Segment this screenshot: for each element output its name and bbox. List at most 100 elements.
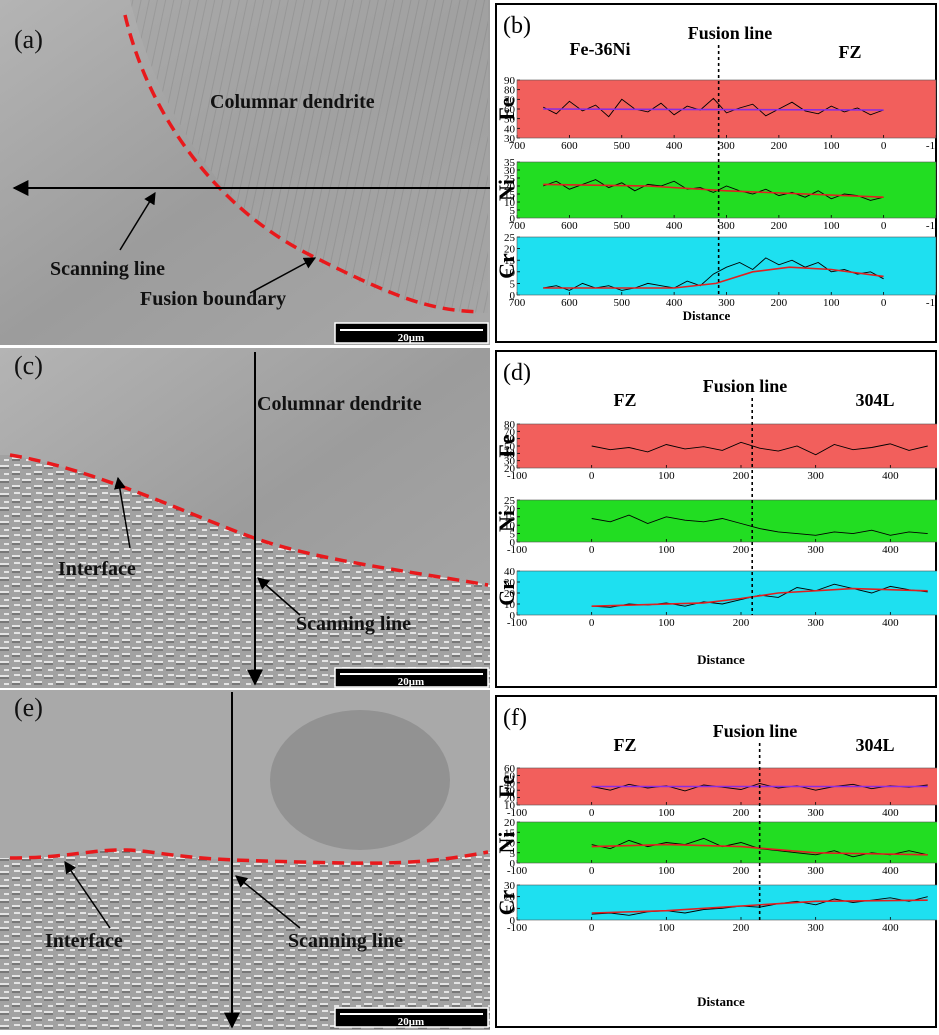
header: Fusion line: [688, 23, 773, 43]
x-tick-label: 600: [561, 297, 578, 309]
x-tick-label: 200: [733, 922, 750, 934]
x-tick-label: -100: [926, 140, 939, 152]
x-axis-label: Distance: [697, 652, 745, 667]
x-tick-label: 100: [658, 865, 675, 877]
y-tick-label: 15: [504, 255, 516, 267]
plot-background: [517, 424, 939, 468]
x-tick-label: 400: [882, 922, 899, 934]
header: 304L: [855, 390, 894, 410]
x-tick-label: -100: [926, 297, 939, 309]
x-tick-label: 400: [882, 470, 899, 482]
x-tick-label: 100: [823, 297, 840, 309]
panel-label: (a): [14, 25, 43, 54]
y-tick-label: 25: [504, 495, 516, 507]
x-tick-label: -100: [507, 617, 528, 629]
x-tick-label: 600: [561, 140, 578, 152]
x-tick-label: 0: [589, 865, 595, 877]
data-line: [543, 109, 883, 110]
x-tick-label: 0: [589, 922, 595, 934]
plot-background: [517, 571, 939, 615]
x-tick-label: 100: [658, 617, 675, 629]
x-tick-label: 500: [614, 297, 631, 309]
x-tick-label: 400: [882, 865, 899, 877]
y-tick-label: 30: [504, 880, 516, 892]
y-tick-label: 20: [504, 892, 516, 904]
y-tick-label: 40: [504, 566, 516, 578]
y-tick-label: 15: [504, 827, 516, 839]
image-a: (a) Columnar dendrite Scanning line Fusi…: [0, 0, 490, 345]
header: FZ: [613, 390, 636, 410]
x-tick-label: 200: [733, 865, 750, 877]
x-tick-label: -100: [507, 470, 528, 482]
x-tick-label: 200: [733, 807, 750, 819]
x-tick-label: 300: [807, 544, 824, 556]
x-tick-label: 500: [614, 220, 631, 232]
x-tick-label: 700: [509, 140, 526, 152]
annotation: Scanning line: [50, 258, 165, 280]
x-tick-label: 0: [881, 220, 887, 232]
x-tick-label: 700: [509, 297, 526, 309]
x-tick-label: 100: [823, 220, 840, 232]
scale-label: 20μm: [398, 1016, 424, 1028]
x-tick-label: 100: [823, 140, 840, 152]
x-tick-label: 100: [658, 544, 675, 556]
x-tick-label: 200: [733, 544, 750, 556]
x-tick-label: -100: [926, 220, 939, 232]
x-tick-label: 300: [807, 807, 824, 819]
x-tick-label: 300: [807, 865, 824, 877]
y-tick-label: 20: [504, 244, 516, 256]
x-tick-label: 200: [771, 220, 788, 232]
y-tick-label: 80: [504, 419, 516, 431]
scale-label: 20μm: [398, 676, 424, 688]
profile-panel: (d)FZFusion line304LDistanceFe2030405060…: [494, 351, 939, 687]
header: Fe-36Ni: [570, 39, 631, 59]
annotation: Fusion boundary: [140, 288, 286, 310]
x-tick-label: 0: [589, 544, 595, 556]
y-tick-label: 60: [504, 763, 516, 775]
header: Fusion line: [713, 721, 798, 741]
annotation: Scanning line: [296, 613, 411, 635]
y-tick-label: 25: [504, 232, 516, 244]
x-tick-label: 400: [666, 220, 683, 232]
x-tick-label: 0: [881, 297, 887, 309]
x-tick-label: 300: [807, 617, 824, 629]
x-tick-label: 200: [733, 617, 750, 629]
x-tick-label: -100: [507, 865, 528, 877]
x-tick-label: 400: [882, 544, 899, 556]
x-tick-label: 200: [733, 470, 750, 482]
annotation: Interface: [45, 930, 123, 952]
plot-background: [517, 822, 939, 863]
x-tick-label: 300: [807, 922, 824, 934]
x-tick-label: 700: [509, 220, 526, 232]
y-tick-label: 10: [504, 838, 516, 850]
x-tick-label: 300: [718, 220, 735, 232]
x-tick-label: 0: [589, 617, 595, 629]
y-tick-label: 10: [504, 903, 516, 915]
y-tick-label: 20: [504, 588, 516, 600]
x-axis-label: Distance: [683, 308, 731, 323]
panel-label: (e): [14, 693, 43, 722]
y-tick-label: 10: [504, 599, 516, 611]
scale-label: 20μm: [398, 332, 424, 344]
y-tick-label: 5: [510, 278, 516, 290]
x-tick-label: 0: [589, 470, 595, 482]
annotation: Columnar dendrite: [257, 393, 422, 415]
x-tick-label: 100: [658, 922, 675, 934]
y-tick-label: 30: [504, 577, 516, 589]
header: FZ: [613, 735, 636, 755]
x-tick-label: 300: [718, 297, 735, 309]
x-tick-label: 100: [658, 470, 675, 482]
x-tick-label: 100: [658, 807, 675, 819]
x-tick-label: 500: [614, 140, 631, 152]
annotation: Interface: [58, 558, 136, 580]
image-c: (c) Columnar dendrite Interface Scanning…: [0, 348, 490, 688]
plot-background: [517, 500, 939, 542]
x-tick-label: 400: [882, 617, 899, 629]
header: 304L: [855, 735, 894, 755]
x-tick-label: 300: [807, 470, 824, 482]
figure: (a) Columnar dendrite Scanning line Fusi…: [0, 0, 939, 1030]
x-tick-label: 200: [771, 140, 788, 152]
annotation: Scanning line: [288, 930, 403, 952]
